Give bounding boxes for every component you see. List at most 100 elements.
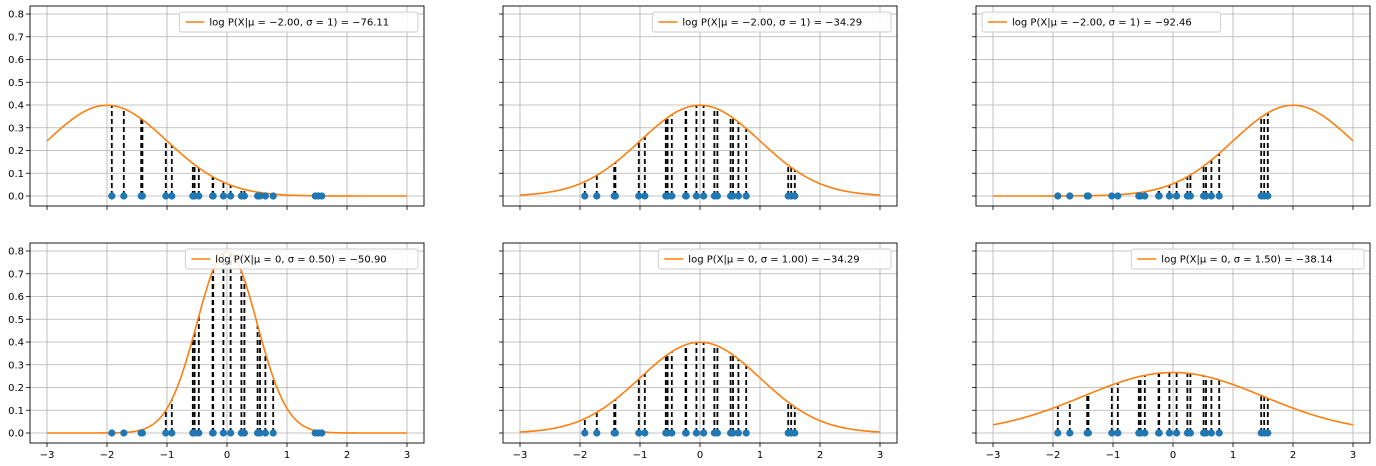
data-point — [1186, 429, 1194, 437]
grid — [976, 6, 1370, 206]
subplot-3: log P(X|μ = −2.00, σ = 1) = −92.46 — [972, 5, 1371, 210]
data-point — [734, 429, 743, 437]
data-point — [1264, 192, 1272, 200]
data-point — [195, 429, 203, 437]
subplot-4: −3 −2 −1 0 1 2 3 0.0 0.1 0.2 0.3 0.4 0.5 0.6 0.7 0.8 log… — [8, 242, 425, 462]
data-point — [581, 192, 589, 200]
data-point — [1215, 192, 1223, 200]
data-point — [168, 192, 176, 200]
data-point — [1173, 429, 1181, 437]
y-tick-label: 0.8 — [8, 247, 24, 258]
x-tick-label: −2 — [573, 450, 588, 461]
legend-box — [657, 248, 892, 270]
data-point — [593, 429, 601, 437]
pdf-curve — [992, 371, 1354, 426]
legend-label: log P(X|μ = 0, σ = 0.50) = −50.90 — [215, 255, 386, 266]
data-point — [692, 192, 701, 200]
data-point — [1165, 429, 1173, 437]
data-point — [1114, 429, 1122, 437]
y-tick-label: 0.5 — [8, 315, 24, 326]
x-tick-label: −3 — [513, 450, 528, 461]
grid — [30, 243, 424, 443]
x-tick-label: 2 — [344, 450, 350, 461]
data-point — [120, 192, 128, 200]
y-tick-label: 0.1 — [8, 169, 24, 180]
plot-area — [993, 104, 1354, 200]
data-point — [682, 192, 690, 200]
data-point — [635, 429, 643, 437]
subplot-1: 0.0 0.1 0.2 0.3 0.4 0.5 0.6 0.7 0.8 log P(X|μ = −… — [8, 5, 425, 210]
legend-box — [1130, 248, 1365, 270]
data-point — [108, 192, 116, 200]
ticks: −3 −2 −1 0 1 2 3 — [499, 250, 883, 461]
data-point — [611, 429, 620, 437]
y-tick-label: 0.5 — [8, 78, 24, 89]
subplot-2: log P(X|μ = −2.00, σ = 1) = −34.29 — [499, 5, 898, 210]
data-point — [256, 192, 264, 200]
data-point — [1155, 429, 1163, 437]
data-point — [219, 192, 227, 200]
data-point — [1207, 429, 1215, 437]
legend: log P(X|μ = 0, σ = 0.50) = −50.90 — [184, 248, 419, 270]
data-point — [318, 429, 326, 437]
data-point — [593, 192, 601, 200]
data-point — [261, 192, 269, 200]
y-tick-label: 0.6 — [8, 292, 24, 303]
data-point — [269, 192, 277, 200]
subplot-6: −3 −2 −1 0 1 2 3 log P(X|μ = 0, σ = 1.50) = −38… — [972, 242, 1371, 461]
legend-label: log P(X|μ = −2.00, σ = 1) = −76.11 — [209, 18, 389, 29]
x-tick-label: 1 — [757, 450, 763, 461]
y-tick-label: 0.4 — [8, 101, 24, 112]
data-point — [1202, 429, 1210, 437]
grid — [30, 6, 424, 206]
data-point — [1207, 192, 1215, 200]
y-tick-label: 0.3 — [8, 123, 24, 134]
data-point — [1141, 192, 1149, 200]
x-tick-label: 0 — [224, 450, 230, 461]
plot-area — [992, 371, 1354, 437]
data-point — [1084, 192, 1092, 200]
data-point — [1215, 429, 1223, 437]
legend-label: log P(X|μ = 0, σ = 1.00) = −34.29 — [688, 255, 859, 266]
pdf-curve — [46, 104, 407, 197]
legend: log P(X|μ = 0, σ = 1.50) = −38.14 — [1130, 248, 1365, 270]
plot-area — [519, 341, 881, 437]
x-tick-label: −2 — [100, 450, 115, 461]
legend: log P(X|μ = −2.00, σ = 1) = −92.46 — [981, 11, 1222, 33]
plot-area — [519, 104, 881, 200]
legend-label: log P(X|μ = −2.00, σ = 1) = −92.46 — [1012, 18, 1192, 29]
data-point — [269, 429, 277, 437]
data-point — [692, 429, 701, 437]
data-point — [635, 192, 643, 200]
y-tick-label: 0.1 — [8, 406, 24, 417]
x-tick-label: −3 — [986, 450, 1001, 461]
x-tick-label: 1 — [1230, 450, 1236, 461]
y-tick-label: 0.3 — [8, 360, 24, 371]
data-point — [713, 429, 722, 437]
data-point — [1114, 192, 1122, 200]
x-tick-label: −1 — [1106, 450, 1121, 461]
data-point — [240, 192, 248, 200]
legend: log P(X|μ = 0, σ = 1.00) = −34.29 — [657, 248, 892, 270]
data-point — [791, 192, 799, 200]
data-point — [791, 429, 799, 437]
legend-box — [981, 11, 1222, 33]
data-point — [729, 429, 737, 437]
data-point — [611, 192, 620, 200]
data-point — [1155, 192, 1163, 200]
y-tick-label: 0.0 — [8, 192, 24, 203]
data-point — [195, 192, 203, 200]
data-point — [1066, 429, 1074, 437]
data-point — [700, 192, 708, 200]
y-tick-label: 0.6 — [8, 55, 24, 66]
legend: log P(X|μ = −2.00, σ = 1) = −34.29 — [651, 11, 892, 33]
subplot-5: −3 −2 −1 0 1 2 3 log P(X|μ = 0, σ = 1.00) = −34… — [499, 242, 898, 461]
data-point — [742, 429, 750, 437]
ticks: −3 −2 −1 0 1 2 3 0.0 0.1 0.2 0.3 0.4 0.5 0.6 0.7 0.8 — [8, 247, 410, 462]
data-point — [209, 192, 217, 200]
x-tick-label: 3 — [404, 450, 410, 461]
data-point — [682, 429, 690, 437]
y-tick-label: 0.7 — [8, 32, 24, 43]
data-point — [1202, 192, 1210, 200]
